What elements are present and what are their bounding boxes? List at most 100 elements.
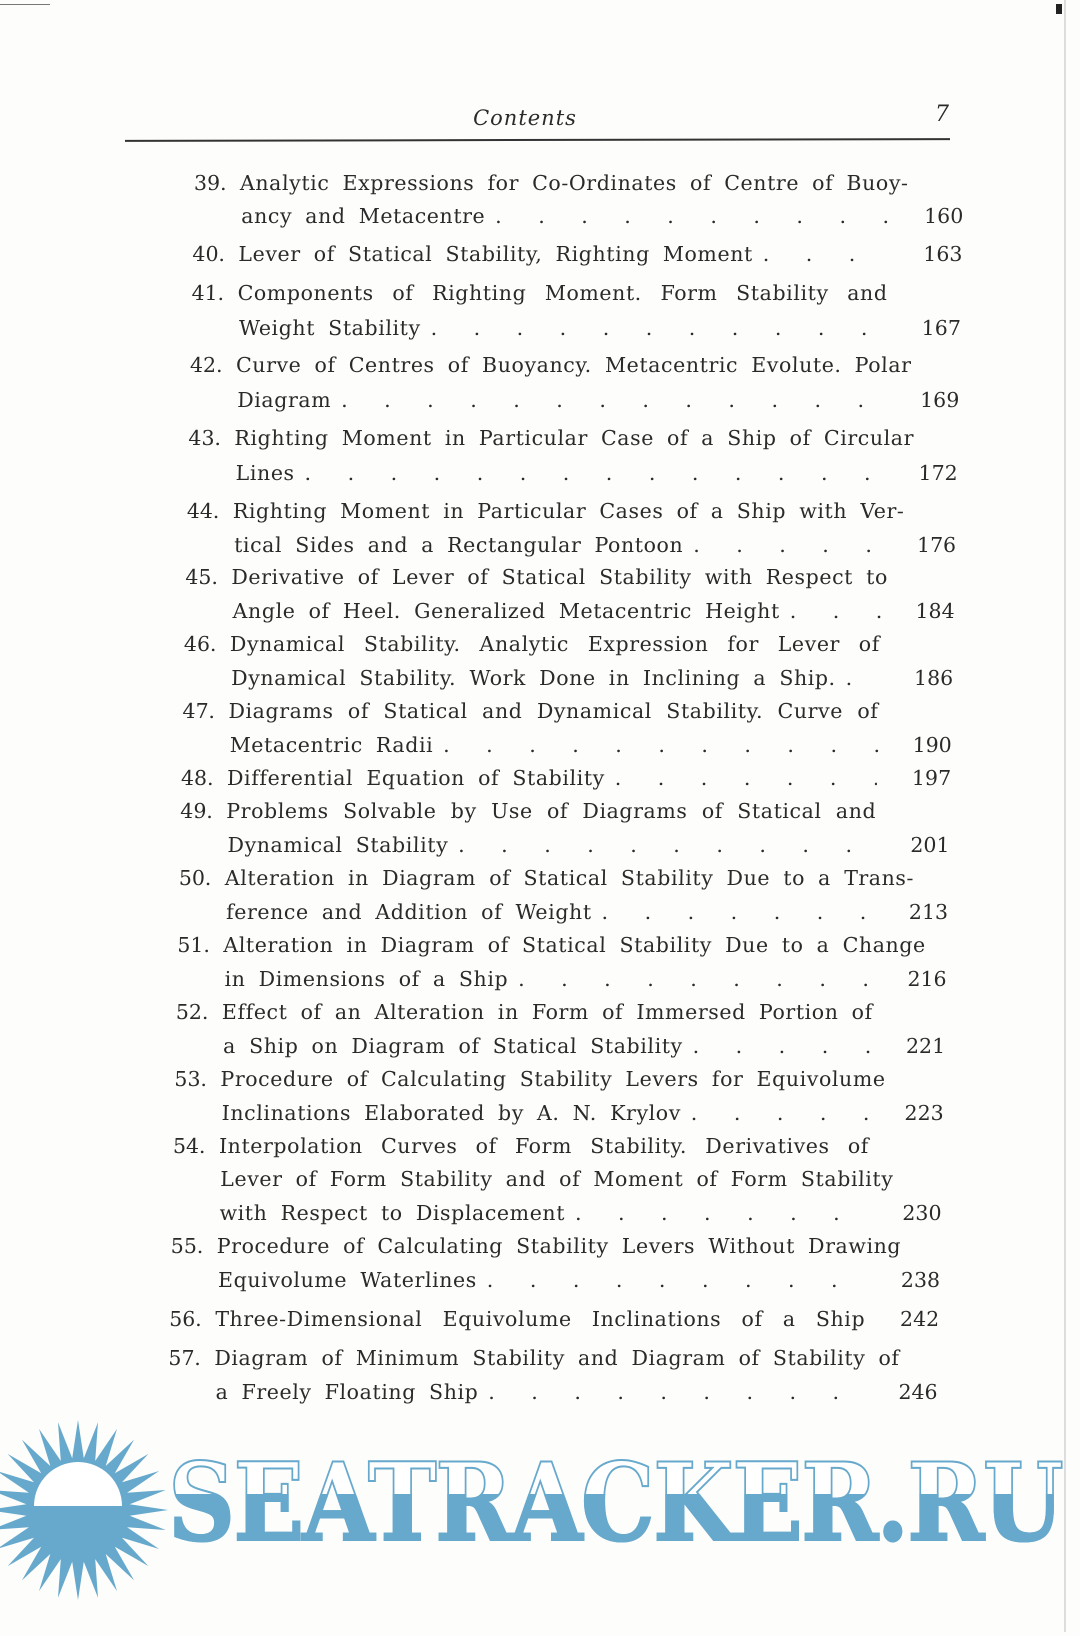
entry-title-text: Alteration in Diagram of Statical Stabil… [224, 866, 915, 890]
entry-page-number: 186 [913, 666, 954, 690]
entry-title-text: Derivative of Lever of Statical Stabilit… [231, 565, 889, 589]
entry-title-text: Angle of Heel. Generalized Metacentric H… [232, 599, 781, 623]
entry-title-line: Angle of Heel. Generalized Metacentric H… [232, 594, 883, 628]
entry-title-line: with Respect to Displacement [219, 1196, 870, 1230]
entry-number: 39. [193, 171, 227, 195]
entry-title-text: Diagram [237, 388, 332, 412]
entry-title-text: Righting Moment in Particular Cases of a… [232, 499, 905, 523]
entry-title-text: Differential Equation of Stability [226, 766, 606, 790]
scan-edge-line [0, 4, 50, 5]
entry-page-number: 172 [918, 461, 958, 485]
entry-title-text: Diagrams of Statical and Dynamical Stabi… [228, 699, 879, 723]
entry-title-text: Inclinations Elaborated by A. N. Krylov [221, 1101, 682, 1125]
entry-title-text: Curve of Centres of Buoyancy. Metacentri… [235, 353, 912, 377]
entry-page-number: 169 [919, 388, 960, 412]
entry-title-line: Three-Dimensional Equivolume Inclination… [215, 1302, 866, 1336]
entry-title-line: Inclinations Elaborated by A. N. Krylov [221, 1096, 872, 1130]
entry-title-line: Analytic Expressions for Co-Ordinates of… [240, 166, 909, 200]
dot-leader [430, 311, 889, 345]
entry-title-line: Metacentric Radii [229, 728, 880, 762]
dot-leader [691, 1096, 873, 1130]
entry-title-line: a Ship on Diagram of Statical Stability [223, 1029, 874, 1063]
entry-page-number: 213 [908, 900, 949, 924]
entry-title-text: tical Sides and a Rectangular Pontoon [233, 533, 684, 557]
entry-title-line: ference and Addition of Weight [226, 895, 877, 929]
entry-page-number: 184 [915, 599, 955, 623]
entry-title-line: Dynamical Stability. Analytic Expression… [230, 627, 881, 661]
entry-page-number: 238 [900, 1268, 941, 1292]
dot-leader [845, 661, 881, 695]
entry-number: 48. [180, 766, 214, 790]
entry-title-text: in Dimensions of a Ship [224, 967, 509, 991]
entry-title-text: Three-Dimensional Equivolume Inclination… [214, 1307, 866, 1331]
entry-page-number: 160 [923, 204, 964, 228]
entry-title-line: Weight Stability [238, 311, 889, 345]
entry-number: 47. [182, 699, 216, 723]
running-header-title: Contents [473, 106, 577, 130]
dot-leader [575, 1196, 870, 1230]
entry-title-text: Lever of Form Stability and of Moment of… [220, 1167, 894, 1191]
entry-page-number: 221 [905, 1034, 946, 1058]
dot-leader [615, 761, 878, 795]
entry-title-line: Alteration in Diagram of Statical Stabil… [224, 861, 915, 895]
entry-title-line: Lines [235, 456, 886, 490]
entry-title-text: Procedure of Calculating Stability Lever… [220, 1067, 886, 1091]
dot-leader [693, 528, 885, 562]
entry-title-text: Dynamical Stability [227, 833, 449, 857]
entry-title-text: Components of Righting Moment. Form Stab… [237, 281, 888, 305]
entry-title-text: Weight Stability [238, 316, 421, 340]
dot-leader [601, 895, 876, 929]
entry-number: 52. [175, 1000, 209, 1024]
entry-title-line: ancy and Metacentre [241, 199, 892, 233]
entry-title-text: Alteration in Diagram of Statical Stabil… [223, 933, 927, 957]
entry-title-text: Procedure of Calculating Stability Lever… [216, 1234, 902, 1258]
entry-title-text: Interpolation Curves of Form Stability. … [218, 1134, 870, 1158]
entry-title-line: Lever of Statical Stability, Righting Mo… [238, 237, 889, 271]
sun-rays [0, 1420, 168, 1600]
entry-title-line: Curve of Centres of Buoyancy. Metacentri… [236, 348, 912, 382]
entry-title-text: Metacentric Radii [229, 733, 434, 757]
entry-title-line: Differential Equation of Stability [227, 761, 878, 795]
entry-number: 53. [174, 1067, 208, 1091]
entry-number: 54. [172, 1134, 206, 1158]
entry-number: 55. [170, 1234, 204, 1258]
entry-page-number: 242 [899, 1307, 940, 1331]
entry-page-number: 223 [904, 1101, 944, 1125]
sun-over-water-icon [0, 1420, 168, 1600]
entry-title-text: Dynamical Stability. Analytic Expression… [229, 632, 881, 656]
entry-title-line: Righting Moment in Particular Case of a … [234, 421, 914, 455]
entry-title-text: ference and Addition of Weight [225, 900, 592, 924]
entry-number: 43. [188, 426, 222, 450]
entry-title-line: a Freely Floating Ship [215, 1375, 866, 1409]
entry-title-line: Diagram of Minimum Stability and Diagram… [214, 1341, 900, 1375]
entry-title-text: ancy and Metacentre [241, 204, 486, 228]
dot-leader [487, 1263, 869, 1297]
entry-number: 41. [191, 281, 225, 305]
entry-number: 42. [189, 353, 223, 377]
entry-page-number: 163 [923, 242, 963, 266]
entry-title-line: Dynamical Stability. Work Done in Inclin… [231, 661, 882, 695]
entry-title-line: Procedure of Calculating Stability Lever… [220, 1062, 886, 1096]
entry-title-line: Diagrams of Statical and Dynamical Stabi… [228, 694, 879, 728]
watermark [0, 1415, 1080, 1632]
dot-leader [495, 199, 892, 233]
entry-title-line: Alteration in Diagram of Statical Stabil… [223, 928, 926, 962]
entry-title-line: Dynamical Stability [227, 828, 878, 862]
entry-title-line: tical Sides and a Rectangular Pontoon [234, 528, 885, 562]
entry-title-text: a Freely Floating Ship [215, 1380, 479, 1404]
entry-number: 49. [180, 799, 214, 823]
entry-title-line: Effect of an Alteration in Form of Immer… [222, 995, 873, 1029]
dot-leader [763, 237, 889, 271]
entry-title-text: Analytic Expressions for Co-Ordinates of… [239, 171, 909, 195]
entry-number: 50. [178, 866, 212, 890]
entry-number: 40. [192, 242, 226, 266]
dot-leader [488, 1375, 866, 1409]
entry-number: 56. [168, 1307, 203, 1331]
entry-number: 44. [186, 499, 220, 523]
scan-mark [1056, 4, 1062, 14]
entry-title-line: Diagram [237, 383, 888, 417]
watermark-text: SEATRACKER.RU [167, 1439, 1064, 1567]
entry-title-line: Interpolation Curves of Form Stability. … [219, 1129, 870, 1163]
entry-title-text: Problems Solvable by Use of Diagrams of … [226, 799, 877, 823]
sun-half [34, 1462, 122, 1506]
